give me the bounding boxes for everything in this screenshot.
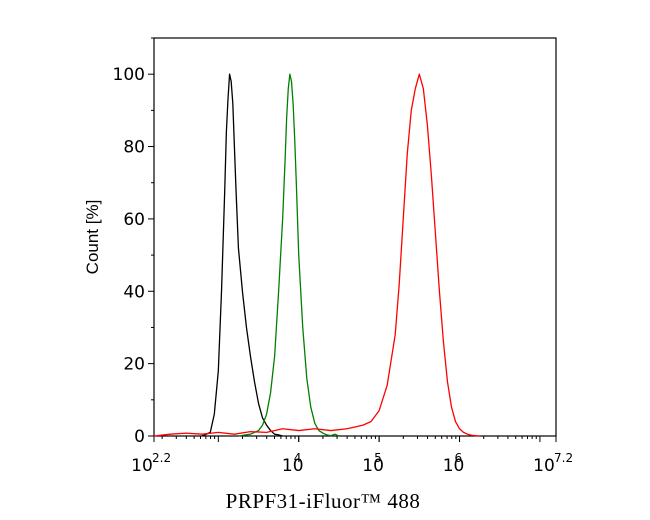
y-tick-label: 20 xyxy=(123,355,145,375)
x-tick-exponent-5: 7.2 xyxy=(554,451,573,465)
x-axis: 10 2.2 104 105 106 10 7.2 xyxy=(131,436,573,476)
y-tick-label: 0 xyxy=(134,427,145,447)
series-line-1 xyxy=(201,73,283,437)
x-tick-base-1: 10 xyxy=(131,456,153,476)
y-tick-label: 100 xyxy=(113,65,145,85)
x-tick-base-3: 10 xyxy=(362,456,384,476)
x-tick-exponent-4: 6 xyxy=(455,451,463,465)
y-tick-label: 80 xyxy=(123,138,145,158)
y-axis: 0 20 40 60 80 100 xyxy=(113,37,154,447)
y-tick-label: 40 xyxy=(123,282,145,302)
y-axis-label: Count [%] xyxy=(83,200,102,275)
series-line-2 xyxy=(238,73,340,437)
x-axis-label: PRPF31-iFluor™ 488 xyxy=(226,489,421,513)
x-tick-exponent-2: 4 xyxy=(294,451,302,465)
x-tick-base-2: 10 xyxy=(282,456,304,476)
y-tick-label: 60 xyxy=(123,210,145,230)
x-tick-exponent-1: 2.2 xyxy=(152,451,171,465)
plot-frame xyxy=(153,37,557,437)
x-tick-base-5: 10 xyxy=(533,456,555,476)
x-tick-exponent-3: 5 xyxy=(374,451,382,465)
series-line-3 xyxy=(153,73,480,437)
x-tick-base-4: 10 xyxy=(443,456,465,476)
series-layer xyxy=(153,73,480,437)
